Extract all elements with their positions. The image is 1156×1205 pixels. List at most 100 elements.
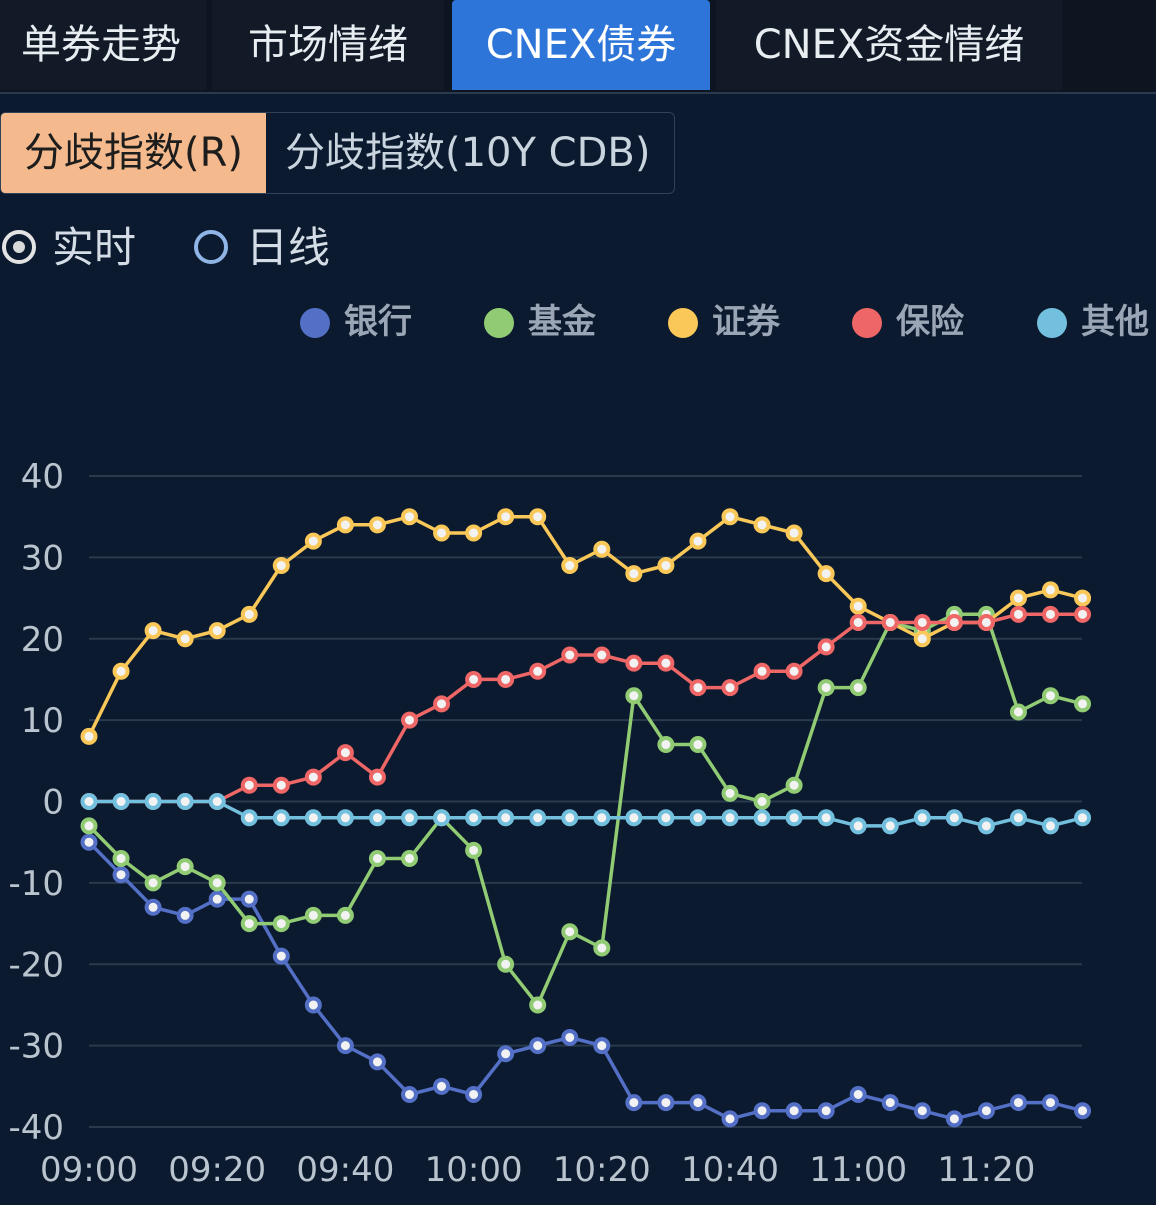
data-point[interactable] bbox=[336, 516, 354, 534]
data-point[interactable] bbox=[1009, 1094, 1027, 1112]
data-point[interactable] bbox=[785, 809, 803, 827]
subtab-divergence-index-r[interactable]: 分歧指数(R) bbox=[1, 113, 266, 193]
data-point[interactable] bbox=[753, 809, 771, 827]
data-point[interactable] bbox=[721, 784, 739, 802]
data-point[interactable] bbox=[208, 874, 226, 892]
data-point[interactable] bbox=[657, 654, 675, 672]
data-point[interactable] bbox=[176, 630, 194, 648]
data-point[interactable] bbox=[240, 915, 258, 933]
data-point[interactable] bbox=[272, 809, 290, 827]
data-point[interactable] bbox=[336, 744, 354, 762]
data-point[interactable] bbox=[208, 890, 226, 908]
data-point[interactable] bbox=[689, 736, 707, 754]
data-point[interactable] bbox=[240, 890, 258, 908]
data-point[interactable] bbox=[304, 809, 322, 827]
data-point[interactable] bbox=[721, 508, 739, 526]
data-point[interactable] bbox=[849, 597, 867, 615]
data-point[interactable] bbox=[304, 996, 322, 1014]
data-point[interactable] bbox=[1074, 695, 1092, 713]
data-point[interactable] bbox=[176, 858, 194, 876]
legend-item-other[interactable]: 其他 bbox=[1037, 300, 1156, 344]
data-point[interactable] bbox=[433, 524, 451, 542]
data-point[interactable] bbox=[977, 817, 995, 835]
data-point[interactable] bbox=[625, 1094, 643, 1112]
data-point[interactable] bbox=[689, 679, 707, 697]
data-point[interactable] bbox=[817, 679, 835, 697]
data-point[interactable] bbox=[849, 1085, 867, 1103]
data-point[interactable] bbox=[849, 817, 867, 835]
radio-realtime-label[interactable]: 实时 bbox=[52, 223, 137, 272]
subtab-divergence-index-10y-cdb[interactable]: 分歧指数(10Y CDB) bbox=[285, 130, 651, 176]
data-point[interactable] bbox=[945, 613, 963, 631]
data-point[interactable] bbox=[753, 516, 771, 534]
data-point[interactable] bbox=[625, 809, 643, 827]
data-point[interactable] bbox=[368, 516, 386, 534]
tab-cnex-bond[interactable]: CNEX债券 bbox=[452, 0, 710, 90]
data-point[interactable] bbox=[753, 793, 771, 810]
data-point[interactable] bbox=[625, 687, 643, 705]
radio-daily-label[interactable]: 日线 bbox=[246, 223, 331, 272]
data-point[interactable] bbox=[433, 695, 451, 713]
data-point[interactable] bbox=[913, 630, 931, 648]
data-point[interactable] bbox=[593, 809, 611, 827]
data-point[interactable] bbox=[1074, 605, 1092, 623]
data-point[interactable] bbox=[913, 809, 931, 827]
data-point[interactable] bbox=[144, 898, 162, 916]
data-point[interactable] bbox=[817, 809, 835, 827]
data-point[interactable] bbox=[593, 540, 611, 558]
data-point[interactable] bbox=[913, 1102, 931, 1120]
tab-cnex-fund-sentiment[interactable]: CNEX资金情绪 bbox=[716, 0, 1062, 90]
data-point[interactable] bbox=[913, 613, 931, 631]
data-point[interactable] bbox=[465, 524, 483, 542]
data-point[interactable] bbox=[977, 613, 995, 631]
data-point[interactable] bbox=[465, 809, 483, 827]
data-point[interactable] bbox=[593, 939, 611, 957]
data-point[interactable] bbox=[785, 776, 803, 794]
data-point[interactable] bbox=[881, 613, 899, 631]
data-point[interactable] bbox=[753, 1102, 771, 1120]
data-point[interactable] bbox=[176, 906, 194, 924]
data-point[interactable] bbox=[433, 1077, 451, 1095]
data-point[interactable] bbox=[1042, 605, 1059, 623]
data-point[interactable] bbox=[849, 613, 867, 631]
data-point[interactable] bbox=[112, 662, 130, 680]
data-point[interactable] bbox=[721, 1110, 739, 1128]
data-point[interactable] bbox=[208, 793, 226, 810]
data-point[interactable] bbox=[112, 849, 130, 867]
data-point[interactable] bbox=[689, 1094, 707, 1112]
data-point[interactable] bbox=[497, 955, 515, 973]
data-point[interactable] bbox=[465, 1085, 483, 1103]
data-point[interactable] bbox=[881, 1094, 899, 1112]
tab-single-bond-trend[interactable]: 单券走势 bbox=[0, 0, 206, 90]
data-point[interactable] bbox=[593, 1037, 611, 1055]
data-point[interactable] bbox=[881, 817, 899, 835]
data-point[interactable] bbox=[721, 679, 739, 697]
data-point[interactable] bbox=[817, 565, 835, 583]
data-point[interactable] bbox=[144, 874, 162, 892]
data-point[interactable] bbox=[401, 1085, 418, 1103]
data-point[interactable] bbox=[561, 923, 579, 941]
data-point[interactable] bbox=[272, 915, 290, 933]
data-point[interactable] bbox=[497, 1045, 515, 1063]
data-point[interactable] bbox=[465, 670, 483, 688]
data-point[interactable] bbox=[80, 793, 98, 810]
data-point[interactable] bbox=[1074, 589, 1092, 607]
data-point[interactable] bbox=[561, 557, 579, 575]
data-point[interactable] bbox=[1009, 703, 1027, 721]
data-point[interactable] bbox=[817, 1102, 835, 1120]
data-point[interactable] bbox=[497, 670, 515, 688]
data-point[interactable] bbox=[497, 508, 515, 526]
data-point[interactable] bbox=[1009, 605, 1027, 623]
data-point[interactable] bbox=[497, 809, 515, 827]
data-point[interactable] bbox=[657, 736, 675, 754]
data-point[interactable] bbox=[561, 809, 579, 827]
data-point[interactable] bbox=[817, 638, 835, 656]
data-point[interactable] bbox=[240, 605, 258, 623]
data-point[interactable] bbox=[80, 833, 98, 851]
data-point[interactable] bbox=[304, 768, 322, 786]
data-point[interactable] bbox=[529, 809, 547, 827]
data-point[interactable] bbox=[1009, 589, 1027, 607]
data-point[interactable] bbox=[625, 565, 643, 583]
data-point[interactable] bbox=[401, 711, 418, 729]
tab-market-sentiment[interactable]: 市场情绪 bbox=[212, 0, 444, 90]
